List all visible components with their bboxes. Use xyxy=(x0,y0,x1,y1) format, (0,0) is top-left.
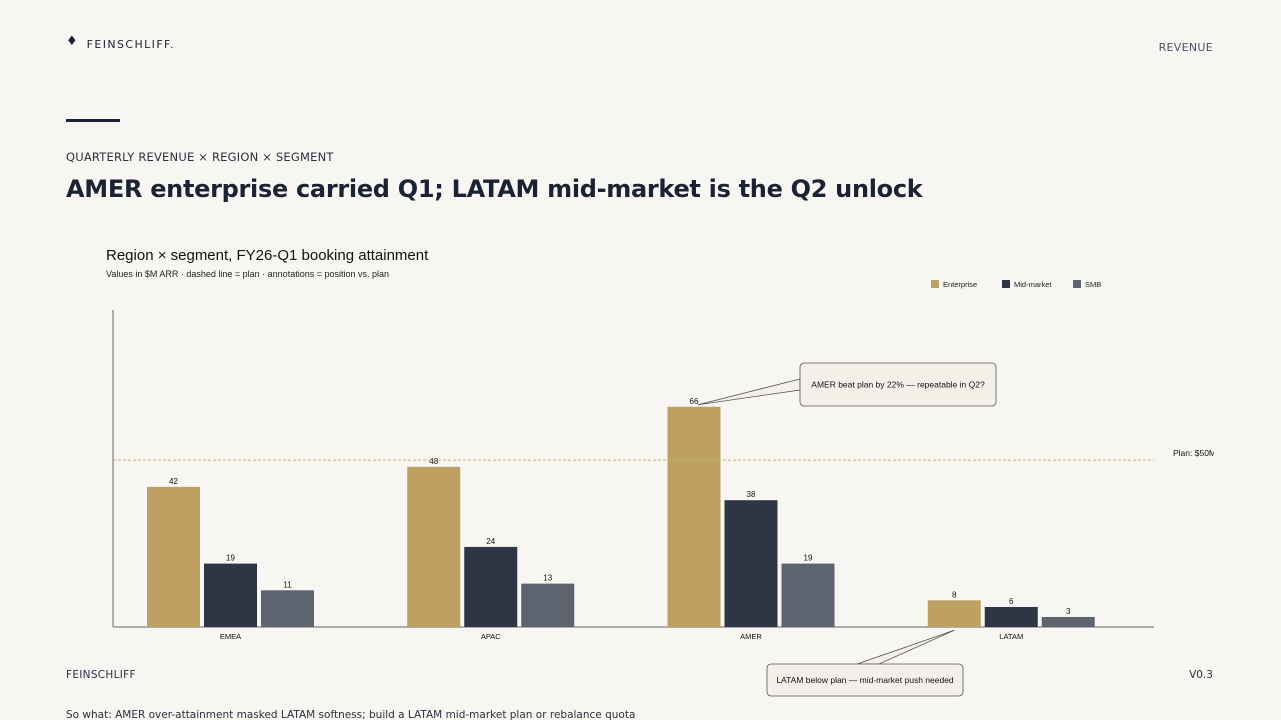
bar-value-label: 24 xyxy=(486,537,495,546)
footer-version: V0.3 xyxy=(1189,669,1213,681)
chart-area: Region × segment, FY26-Q1 booking attain… xyxy=(66,222,1216,702)
x-tick-label: LATAM xyxy=(999,632,1023,641)
legend-label: Enterprise xyxy=(943,280,977,289)
bar xyxy=(204,563,257,627)
annotation-box xyxy=(799,362,997,407)
bar xyxy=(984,606,1038,627)
bar xyxy=(147,486,200,627)
bar-value-label: 66 xyxy=(690,397,699,406)
chart-title: Region × segment, FY26-Q1 booking attain… xyxy=(106,247,429,264)
annotation-pointer xyxy=(856,629,955,665)
slide-kicker: QUARTERLY REVENUE × REGION × SEGMENT xyxy=(66,150,334,164)
bar-chart: Region × segment, FY26-Q1 booking attain… xyxy=(106,247,1216,697)
bar-value-label: 19 xyxy=(226,554,235,563)
bar-value-label: 19 xyxy=(804,554,813,563)
bar-value-label: 11 xyxy=(283,580,292,589)
bar-value-label: 13 xyxy=(543,574,552,583)
brand-name: FEINSCHLIFF. xyxy=(86,38,175,51)
section-label: REVENUE xyxy=(1158,41,1213,54)
footer-brand: FEINSCHLIFF xyxy=(66,669,136,681)
x-tick-label: AMER xyxy=(740,632,762,641)
bar-value-label: 38 xyxy=(747,490,756,499)
annotation-text: LATAM below plan — mid-market push neede… xyxy=(776,675,954,685)
bar xyxy=(464,546,518,627)
diamond-logo-icon: ♦ xyxy=(66,34,78,49)
bar xyxy=(261,590,314,627)
bar xyxy=(407,466,461,627)
slide-headline: AMER enterprise carried Q1; LATAM mid-ma… xyxy=(66,175,923,203)
legend-label: Mid-market xyxy=(1014,280,1052,289)
bar xyxy=(667,406,721,627)
bar-value-label: 6 xyxy=(1009,597,1014,606)
accent-rule xyxy=(66,119,120,122)
bar-value-label: 48 xyxy=(429,457,438,466)
bar xyxy=(724,500,778,627)
legend-swatch xyxy=(1002,280,1010,288)
bar xyxy=(927,600,981,627)
bar xyxy=(521,583,575,627)
bar-value-label: 3 xyxy=(1066,607,1071,616)
plan-label: Plan: $50M xyxy=(1173,448,1214,458)
chart-subtitle: Values in $M ARR · dashed line = plan · … xyxy=(106,269,389,279)
bar-value-label: 42 xyxy=(169,477,178,486)
so-what-note: So what: AMER over-attainment masked LAT… xyxy=(66,709,636,720)
brand: ♦ FEINSCHLIFF. xyxy=(66,34,175,51)
x-tick-label: APAC xyxy=(481,632,501,641)
annotation-pointer xyxy=(697,378,801,406)
annotation-box xyxy=(766,663,964,697)
annotation-text: AMER beat plan by 22% — repeatable in Q2… xyxy=(811,380,985,390)
legend-swatch xyxy=(1073,280,1081,288)
legend-label: SMB xyxy=(1085,280,1101,289)
legend-swatch xyxy=(931,280,939,288)
bar xyxy=(1041,616,1095,627)
bar-value-label: 8 xyxy=(952,590,957,599)
x-tick-label: EMEA xyxy=(220,632,241,641)
bar xyxy=(781,563,835,627)
